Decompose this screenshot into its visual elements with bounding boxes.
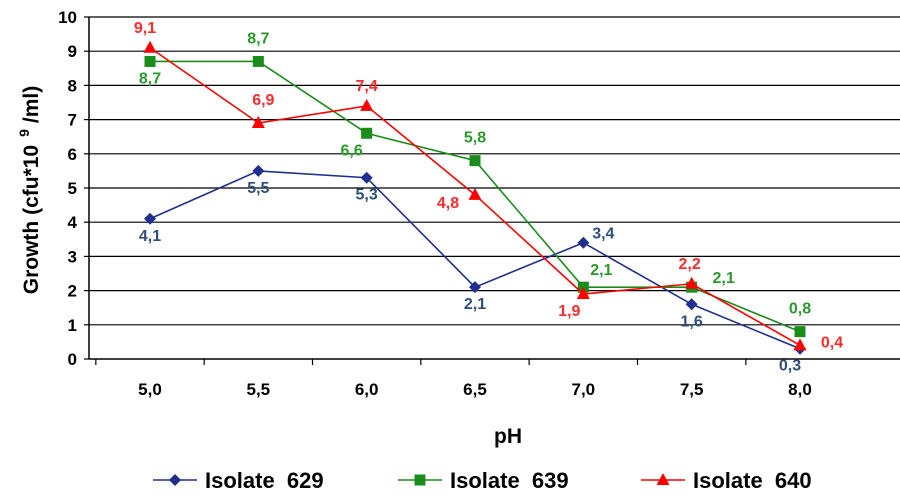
x-tick-label: 6,5 [463,380,487,399]
data-label: 6,9 [252,92,274,109]
x-axis-title: pH [494,425,522,448]
data-point-diamond [169,474,181,486]
y-tick-label: 6 [68,145,77,164]
plot-frame [88,17,900,365]
y-tick-label: 5 [68,179,77,198]
data-point-square [252,55,264,67]
data-point-diamond [577,236,590,249]
data-label: 2,2 [679,256,701,273]
data-label: 2,1 [464,296,486,313]
series-layer [143,40,807,355]
y-axis-title-tail: /ml) [20,86,43,123]
data-point-triangle [793,338,807,351]
x-tick-label: 8,0 [788,380,812,399]
y-tick-label: 0 [68,350,77,369]
data-label: 0,4 [821,334,843,351]
x-tick-label: 7,0 [572,380,596,399]
y-tick-label: 3 [68,247,77,266]
y-axis-title: Growth (cfu*10 9/ml) [16,86,43,295]
data-point-diamond [469,281,481,294]
data-label: 8,7 [247,30,269,47]
legend-label: Isolate 640 [693,468,812,493]
data-label: 7,4 [356,78,378,95]
data-point-triangle [576,287,590,300]
data-point-square [414,474,426,486]
data-point-triangle [656,473,670,485]
data-point-triangle [143,40,157,53]
data-label: 5,8 [464,130,486,147]
y-axis-title-sup: 9 [16,129,32,137]
data-label: 0,8 [789,301,811,318]
x-tick-label: 5,0 [138,380,162,399]
data-label: 4,8 [437,195,459,212]
data-label: 5,5 [247,180,269,197]
legend-label: Isolate 629 [205,468,324,493]
data-label: 4,1 [139,228,161,245]
data-label: 8,7 [139,70,161,87]
data-label: 6,6 [341,142,363,159]
data-point-diamond [685,298,698,311]
data-label: 3,4 [592,226,614,243]
data-point-triangle [360,98,374,111]
data-point-triangle [251,116,265,129]
data-point-triangle [685,276,699,289]
data-point-diamond [252,164,265,177]
data-label: 1,9 [558,303,580,320]
data-label: 9,1 [134,20,156,37]
data-point-square [144,55,156,67]
data-label: 1,6 [681,313,703,330]
y-tick-label: 9 [68,42,77,61]
data-point-diamond [360,171,373,184]
data-point-square [361,127,373,139]
data-label: 2,1 [713,270,735,287]
data-label: 0,3 [779,358,801,375]
y-tick-label: 8 [68,76,77,95]
data-point-square [469,155,481,167]
y-tick-label: 7 [68,111,77,130]
y-tick-labels: 0 1 2 3 4 5 6 7 8 9 10 [58,8,77,369]
y-axis-title-main: Growth (cfu*10 [20,145,43,294]
data-labels: 4,1 5,5 5,3 2,1 3,4 1,6 0,3 8,7 8,7 6,6 5,8 2,1 2,1 0… [134,20,843,375]
y-tick-label: 2 [68,282,77,301]
x-tick-labels: 5,0 5,5 6,0 6,5 7,0 7,5 8,0 [138,380,812,399]
data-label: 2,1 [590,262,612,279]
data-label: 5,3 [356,187,378,204]
legend-label: Isolate 639 [450,468,569,493]
y-tick-label: 4 [68,213,78,232]
data-point-diamond [144,212,156,225]
grid-lines [84,16,900,360]
data-point-square [794,326,806,338]
x-tick-label: 6,0 [355,380,379,399]
data-point-triangle [468,187,482,200]
legend: Isolate 629 Isolate 639 Isolate 640 [153,468,812,493]
x-tick-label: 5,5 [247,380,271,399]
x-tick-label: 7,5 [680,380,704,399]
y-tick-label: 1 [68,316,77,335]
y-tick-label: 10 [58,8,77,27]
